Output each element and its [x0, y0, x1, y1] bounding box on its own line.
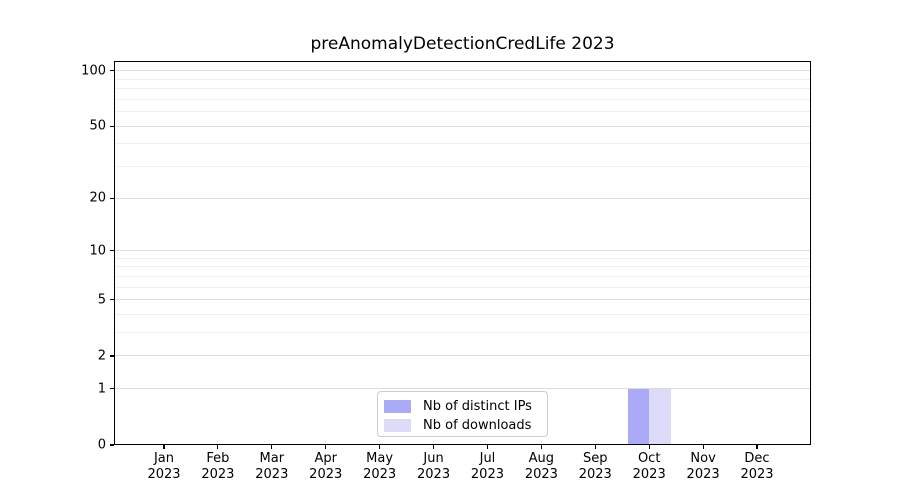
gridline-minor: [114, 332, 811, 334]
x-tick-mark: [217, 445, 219, 449]
y-tick-mark: [110, 197, 114, 199]
x-tick-mark: [540, 445, 542, 449]
bar-nb-of-downloads-oct: [649, 388, 671, 445]
x-tick-label: Jan 2023: [147, 451, 181, 482]
gridline-major: [114, 299, 811, 301]
gridline-minor: [114, 143, 811, 145]
x-tick-label: Jul 2023: [470, 451, 504, 482]
gridline-minor: [114, 88, 811, 90]
bar-nb-of-distinct-ips-oct: [627, 388, 650, 445]
gridline-major: [114, 355, 811, 357]
legend-item-downloads: Nb of downloads: [384, 416, 547, 435]
x-tick-label: May 2023: [363, 451, 397, 482]
y-tick-label: 20: [89, 190, 106, 206]
legend: Nb of distinct IPs Nb of downloads: [377, 391, 548, 437]
legend-label-downloads: Nb of downloads: [423, 418, 532, 433]
y-tick-label: 50: [89, 118, 106, 134]
legend-swatch-distinct-ips: [384, 400, 411, 413]
gridline-minor: [114, 111, 811, 113]
y-tick-label: 10: [89, 243, 106, 259]
y-tick-label: 100: [81, 63, 106, 79]
y-tick-mark: [110, 125, 114, 127]
y-tick-mark: [110, 355, 114, 357]
legend-item-distinct-ips: Nb of distinct IPs: [384, 397, 547, 416]
gridline-major: [114, 250, 811, 252]
x-tick-mark: [379, 445, 381, 449]
x-tick-label: Dec 2023: [740, 451, 774, 482]
y-tick-label: 5: [97, 292, 106, 308]
x-tick-label: Jun 2023: [417, 451, 451, 482]
x-tick-mark: [486, 445, 489, 449]
y-tick-label: 1: [97, 381, 106, 397]
x-tick-label: Feb 2023: [201, 451, 235, 482]
x-tick-mark: [756, 445, 758, 449]
gridline-minor: [114, 166, 811, 168]
plot-area: [114, 61, 811, 445]
gridline-minor: [114, 78, 811, 80]
x-tick-mark: [432, 445, 435, 449]
x-tick-label: Nov 2023: [686, 451, 720, 482]
gridline-minor: [114, 314, 811, 315]
y-tick-label: 2: [97, 348, 106, 364]
y-tick-mark: [110, 388, 114, 390]
x-tick-label: Aug 2023: [524, 451, 558, 482]
x-tick-label: Apr 2023: [309, 451, 343, 482]
gridline-minor: [114, 98, 811, 100]
gridline-major: [114, 125, 811, 127]
x-tick-mark: [702, 445, 704, 449]
x-tick-label: Sep 2023: [578, 451, 612, 482]
gridline-major: [114, 70, 811, 72]
gridline-minor: [114, 266, 811, 268]
x-tick-mark: [271, 445, 273, 449]
x-tick-mark: [648, 445, 650, 449]
x-tick-mark: [594, 445, 596, 449]
x-tick-label: Mar 2023: [255, 451, 289, 482]
gridline-minor: [114, 257, 811, 259]
legend-label-distinct-ips: Nb of distinct IPs: [423, 399, 532, 414]
y-tick-mark: [110, 249, 114, 252]
x-tick-label: Oct 2023: [632, 451, 666, 482]
y-tick-mark: [110, 299, 114, 301]
chart-title: preAnomalyDetectionCredLife 2023: [310, 34, 615, 54]
x-tick-mark: [163, 445, 165, 449]
y-tick-label: 0: [97, 437, 106, 453]
y-tick-mark: [110, 70, 114, 72]
gridline-major: [114, 197, 811, 199]
legend-swatch-downloads: [384, 419, 411, 432]
gridline-major: [114, 388, 811, 390]
gridline-minor: [114, 275, 811, 277]
gridline-minor: [114, 286, 811, 288]
y-tick-mark: [110, 444, 114, 446]
x-tick-mark: [325, 445, 327, 449]
